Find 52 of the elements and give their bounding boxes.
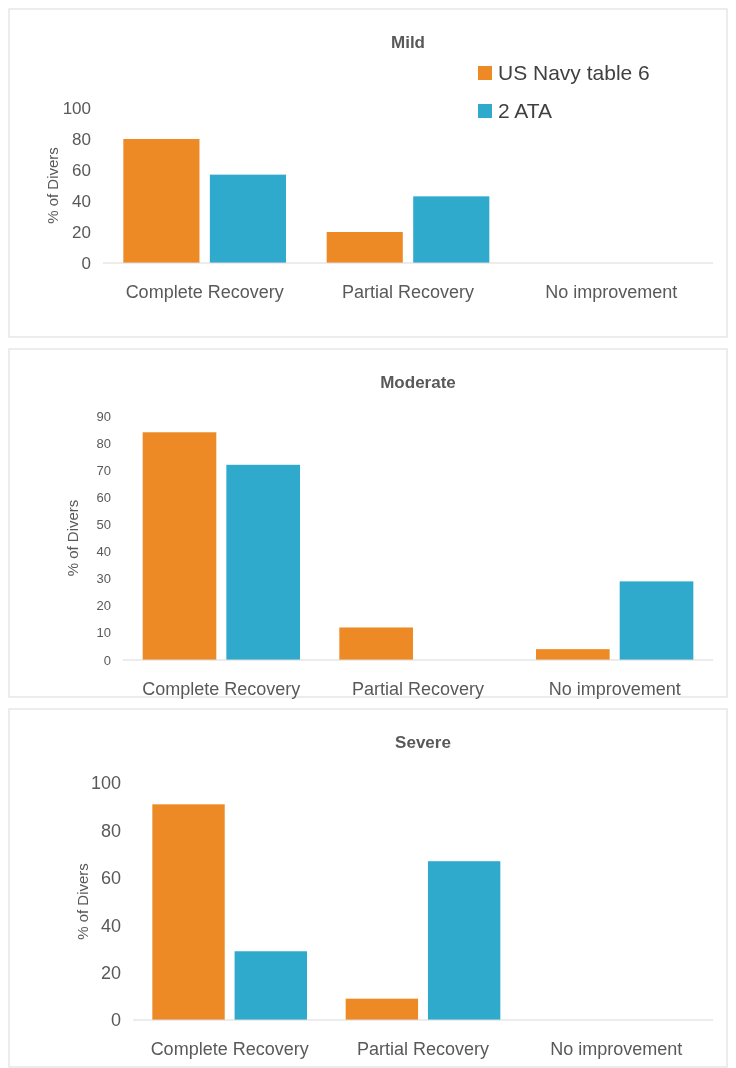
legend-label: 2 ATA	[498, 99, 553, 123]
y-tick-label: 20	[100, 962, 121, 983]
bar	[339, 627, 413, 660]
y-tick-label: 20	[72, 222, 91, 242]
bar	[152, 804, 225, 1020]
x-tick-label: Complete Recovery	[142, 679, 301, 699]
y-axis-title: % of Divers	[44, 147, 61, 224]
y-tick-label: 80	[72, 129, 91, 149]
bar	[413, 196, 490, 263]
bar	[226, 464, 300, 660]
bar	[427, 861, 501, 1020]
chart-title: Mild	[391, 33, 425, 52]
y-axis-title: % of Divers	[64, 499, 81, 577]
y-tick-label: 70	[96, 462, 111, 478]
y-axis-title: % of Divers	[74, 863, 91, 940]
y-tick-label: 10	[96, 625, 111, 641]
x-tick-label: Partial Recovery	[351, 679, 485, 699]
x-tick-label: No improvement	[548, 679, 681, 699]
y-tick-label: 60	[96, 489, 111, 505]
bar	[209, 174, 286, 263]
y-tick-label: 40	[100, 915, 121, 936]
y-tick-label: 90	[96, 408, 111, 424]
y-tick-label: 50	[96, 516, 111, 532]
y-tick-label: 100	[90, 773, 121, 794]
chart-title: Moderate	[380, 373, 456, 392]
bar	[345, 998, 419, 1020]
y-tick-label: 40	[96, 544, 111, 560]
x-tick-label: Partial Recovery	[341, 282, 475, 302]
bar	[142, 432, 217, 660]
bar	[536, 649, 610, 660]
bar	[326, 232, 403, 263]
y-tick-label: 100	[62, 98, 91, 118]
y-tick-label: 30	[96, 571, 111, 587]
y-tick-label: 80	[96, 435, 111, 451]
bar	[123, 139, 200, 263]
x-tick-label: No improvement	[545, 282, 678, 302]
y-tick-label: 80	[100, 820, 121, 841]
y-tick-label: 60	[72, 160, 91, 180]
chart-title: Severe	[395, 733, 451, 752]
x-tick-label: No improvement	[550, 1039, 683, 1059]
x-tick-label: Complete Recovery	[150, 1039, 309, 1059]
y-tick-label: 60	[100, 868, 121, 889]
bar	[619, 581, 694, 660]
y-tick-label: 40	[72, 191, 91, 211]
legend-label: US Navy table 6	[498, 61, 650, 85]
x-tick-label: Partial Recovery	[356, 1039, 490, 1059]
x-tick-label: Complete Recovery	[125, 282, 284, 302]
y-tick-label: 0	[81, 253, 91, 273]
y-tick-label: 20	[96, 598, 111, 614]
y-tick-label: 0	[103, 652, 111, 668]
y-tick-label: 0	[110, 1010, 121, 1031]
bar	[234, 951, 307, 1020]
